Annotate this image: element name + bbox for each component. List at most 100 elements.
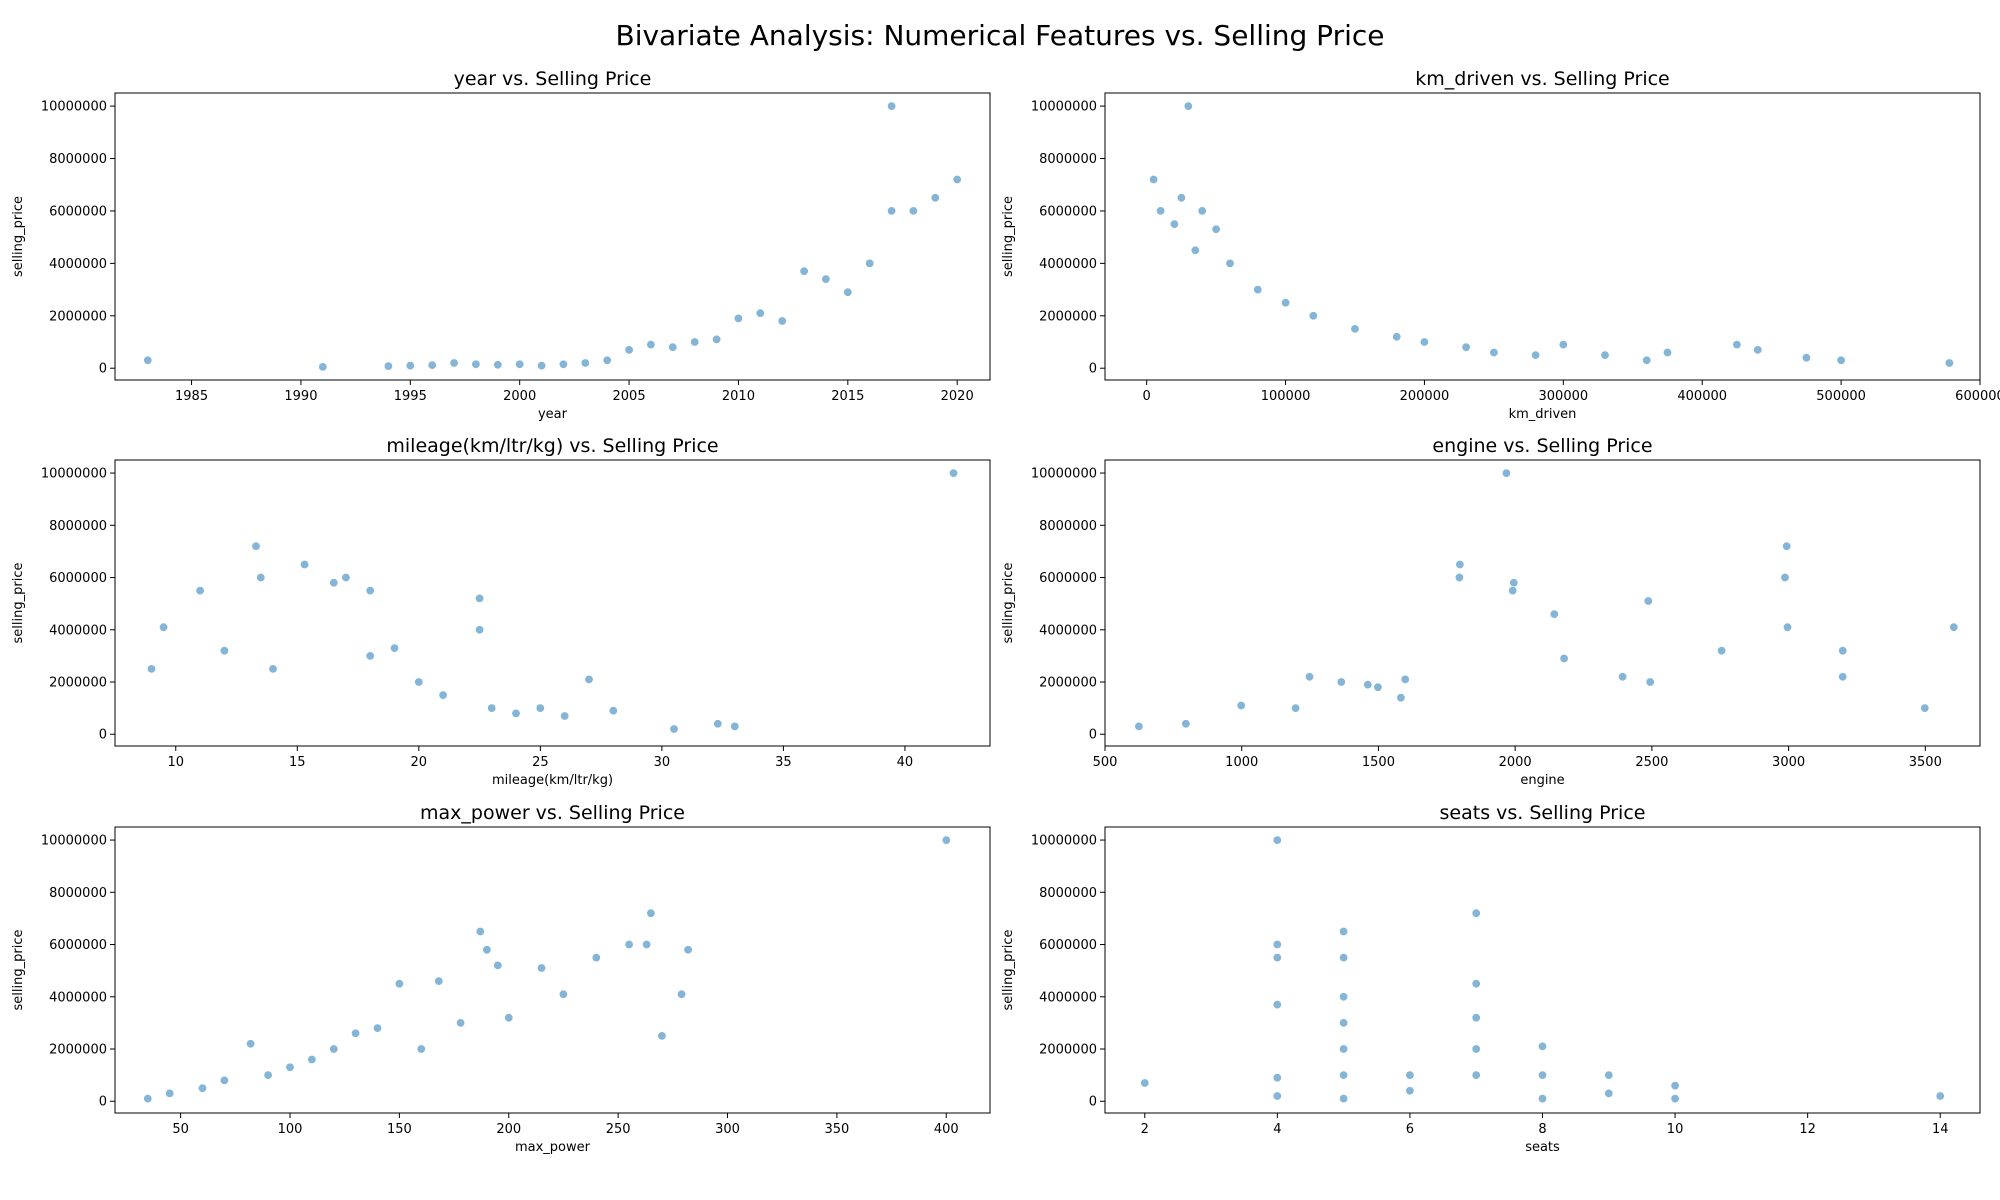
x-tick-label: 1985 [175, 389, 208, 404]
data-point [365, 586, 375, 596]
data-point [1604, 1070, 1614, 1080]
data-point [537, 361, 547, 371]
data-point [908, 206, 918, 216]
data-point [159, 622, 169, 632]
x-tick-label: 3500 [1909, 755, 1942, 770]
x-tick-label: 250 [606, 1122, 631, 1137]
data-point [1339, 992, 1349, 1002]
data-point [449, 358, 459, 368]
x-tick-label: 4 [1273, 1122, 1281, 1137]
data-point [948, 468, 958, 478]
data-point [389, 643, 399, 653]
data-point [1176, 193, 1186, 203]
data-point [1336, 677, 1346, 687]
x-tick-label: 12 [1799, 1122, 1816, 1137]
data-point [256, 572, 266, 582]
y-axis-label: selling_price [1001, 563, 1016, 644]
x-tick-label: 500 [1093, 755, 1118, 770]
x-tick-label: 14 [1932, 1122, 1949, 1137]
data-point [1935, 1091, 1945, 1101]
data-point [1190, 245, 1200, 255]
y-tick-label: 4000000 [1039, 257, 1097, 272]
data-point [1531, 350, 1541, 360]
data-point [1944, 358, 1954, 368]
data-point [475, 926, 485, 936]
data-point [560, 711, 570, 721]
x-tick-label: 400 [934, 1122, 959, 1137]
data-point [821, 274, 831, 284]
x-tick-label: 50 [172, 1122, 189, 1137]
y-axis-label: selling_price [11, 563, 26, 644]
data-point [1618, 672, 1628, 682]
x-tick-label: 1995 [394, 389, 427, 404]
x-axis-label: km_driven [1509, 407, 1577, 422]
subplot-title: max_power vs. Selling Price [420, 802, 685, 824]
y-axis-label: selling_price [11, 196, 26, 277]
data-point [219, 1075, 229, 1085]
scatter-points [143, 835, 951, 1104]
x-tick-label: 15 [289, 755, 306, 770]
plot-frame [1104, 826, 1981, 1114]
x-axis-label: mileage(km/ltr/kg) [492, 773, 613, 788]
data-point [1471, 1070, 1481, 1080]
x-tick-label: 200000 [1400, 389, 1450, 404]
data-point [318, 362, 328, 372]
data-point [300, 559, 310, 569]
data-point [624, 345, 634, 355]
subplot-3: mileage(km/ltr/kg) vs. Selling Price 10 15… [11, 435, 991, 788]
data-point [930, 193, 940, 203]
data-point [414, 677, 424, 687]
y-tick-label: 6000000 [49, 938, 107, 953]
data-point [712, 334, 722, 344]
data-point [558, 989, 568, 999]
subplot-title: year vs. Selling Price [454, 68, 652, 90]
data-point [511, 708, 521, 718]
data-point [733, 313, 743, 323]
data-point [1305, 672, 1315, 682]
plot-frame [1104, 92, 1981, 381]
data-point [365, 651, 375, 661]
y-axis-label: selling_price [11, 930, 26, 1011]
data-point [1508, 586, 1518, 596]
x-tick-label: 400000 [1677, 389, 1727, 404]
x-tick-label: 2 [1141, 1122, 1149, 1137]
y-tick-label: 2000000 [49, 309, 107, 324]
data-point [493, 360, 503, 370]
data-point [865, 258, 875, 268]
data-point [263, 1070, 273, 1080]
x-tick-label: 500000 [1816, 389, 1866, 404]
data-point [1782, 541, 1792, 551]
scatter-points [147, 468, 958, 734]
data-point [1149, 175, 1159, 185]
y-tick-label: 4000000 [1039, 623, 1097, 638]
data-point [1783, 622, 1793, 632]
data-point [1838, 672, 1848, 682]
data-point [471, 359, 481, 369]
data-point [268, 664, 278, 674]
data-point [1501, 468, 1511, 478]
data-point [580, 358, 590, 368]
data-point [1392, 332, 1402, 342]
data-point [475, 625, 485, 635]
data-point [1717, 646, 1727, 656]
y-tick-label: 8000000 [1039, 519, 1097, 534]
subplot-title: km_driven vs. Selling Price [1415, 68, 1669, 90]
data-point [1253, 285, 1263, 295]
x-tick-label: 10 [1667, 1122, 1684, 1137]
data-point [713, 719, 723, 729]
data-point [1538, 1094, 1548, 1104]
y-tick-label: 10000000 [41, 467, 107, 482]
data-point [669, 724, 679, 734]
data-point [504, 1013, 514, 1023]
y-tick-label: 10000000 [1031, 467, 1097, 482]
y-tick-label: 0 [1089, 728, 1097, 743]
data-point [1509, 578, 1519, 588]
data-point [195, 586, 205, 596]
data-point [1643, 596, 1653, 606]
data-point [730, 721, 740, 731]
x-tick-label: 0 [1143, 389, 1151, 404]
data-point [147, 664, 157, 674]
plot-frame [114, 826, 991, 1114]
data-point [887, 101, 897, 111]
